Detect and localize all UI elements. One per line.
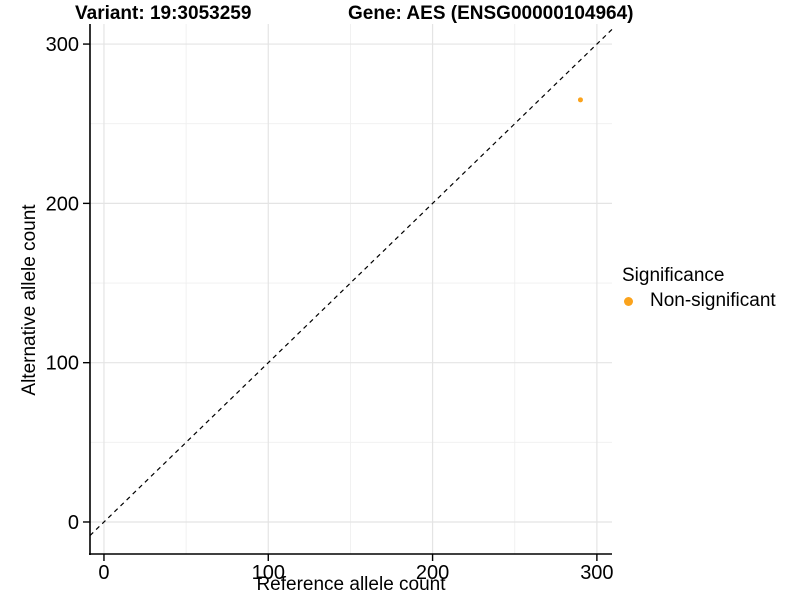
identity-abline (89, 28, 613, 536)
y-axis-title: Alternative allele count (19, 204, 40, 396)
x-tick-label: 300 (580, 562, 613, 584)
legend-item-label: Non-significant (650, 290, 776, 311)
x-axis-title: Reference allele count (256, 574, 446, 595)
x-tick-label: 0 (98, 562, 109, 584)
legend-items: Non-significant (622, 290, 776, 312)
plot-title-gene: Gene: AES (ENSG00000104964) (348, 3, 634, 24)
y-tick-label: 200 (46, 193, 79, 215)
y-tick-label: 300 (46, 34, 79, 56)
y-tick-label: 0 (68, 512, 79, 534)
x-tick-label: 200 (416, 562, 449, 584)
data-point (577, 97, 583, 103)
legend-item: Non-significant (622, 290, 776, 312)
legend: Significance Non-significant (622, 265, 776, 312)
x-tick-label: 100 (252, 562, 285, 584)
legend-title: Significance (622, 265, 725, 286)
y-tick-label: 100 (46, 353, 79, 375)
legend-point-icon (624, 296, 633, 306)
legend-key (622, 290, 650, 312)
plot-title-variant: Variant: 19:3053259 (75, 3, 252, 24)
